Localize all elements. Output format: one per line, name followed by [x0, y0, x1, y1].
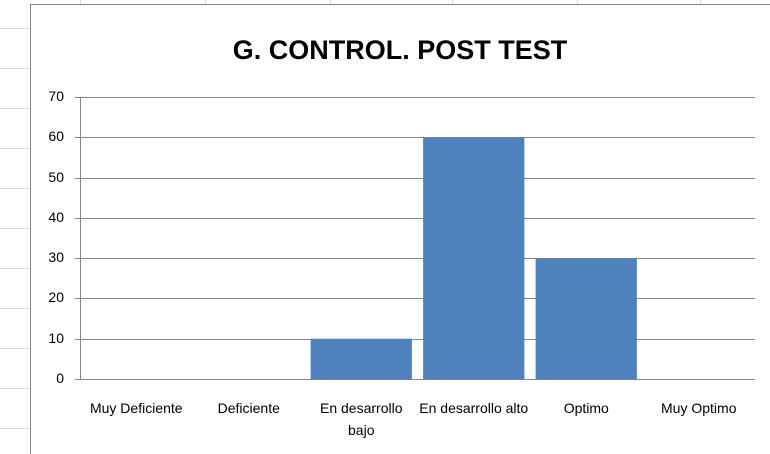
x-tick-label: Muy Optimo	[661, 400, 737, 416]
y-tick-label: 0	[56, 370, 64, 386]
y-tick-label: 20	[48, 289, 64, 305]
x-tick-label: Muy Deficiente	[89, 400, 183, 416]
x-tick-label: En desarrollo bajo	[320, 400, 403, 438]
bar	[423, 137, 525, 379]
bar	[310, 338, 412, 379]
y-tick-label: 10	[48, 330, 64, 346]
y-tick-label: 30	[48, 249, 64, 265]
y-tick-label: 70	[48, 88, 64, 104]
x-tick-label: En desarrollo alto	[419, 400, 529, 416]
x-tick-label: Optimo	[563, 400, 609, 416]
x-tick-label: Deficiente	[217, 400, 280, 416]
y-tick-label: 40	[48, 209, 64, 225]
chart-title: G. CONTROL. POST TEST	[233, 35, 568, 65]
spreadsheet-grid	[0, 0, 701, 429]
bar	[535, 258, 637, 379]
y-tick-label: 60	[48, 128, 64, 144]
chart-area	[30, 4, 770, 454]
y-tick-label: 50	[48, 169, 64, 185]
